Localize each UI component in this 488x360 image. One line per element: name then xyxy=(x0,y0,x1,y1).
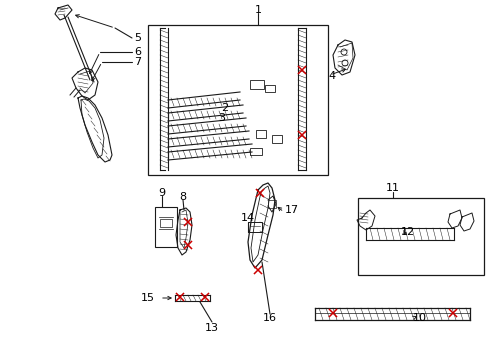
Text: 1: 1 xyxy=(254,5,261,15)
Text: 10: 10 xyxy=(412,313,426,323)
Bar xyxy=(249,80,264,89)
Text: 16: 16 xyxy=(263,313,276,323)
Text: 11: 11 xyxy=(385,183,399,193)
Text: 9: 9 xyxy=(158,188,165,198)
Bar xyxy=(267,200,275,208)
Bar xyxy=(357,198,483,275)
Bar xyxy=(249,148,262,155)
Bar xyxy=(271,135,282,143)
Bar xyxy=(148,25,327,175)
Text: 7: 7 xyxy=(134,57,141,67)
Text: 6: 6 xyxy=(134,47,141,57)
Bar xyxy=(155,207,177,247)
Text: 15: 15 xyxy=(141,293,155,303)
Text: 8: 8 xyxy=(179,192,186,202)
Bar xyxy=(160,219,172,227)
Text: 2: 2 xyxy=(221,103,228,113)
Text: 4: 4 xyxy=(328,71,335,81)
Text: 14: 14 xyxy=(241,213,255,223)
Bar xyxy=(247,222,262,232)
Text: 3: 3 xyxy=(218,113,225,123)
Text: 13: 13 xyxy=(204,323,219,333)
Text: 17: 17 xyxy=(285,205,299,215)
Text: 12: 12 xyxy=(400,227,414,237)
Text: 5: 5 xyxy=(134,33,141,43)
Bar xyxy=(264,85,274,92)
Bar xyxy=(256,130,265,138)
